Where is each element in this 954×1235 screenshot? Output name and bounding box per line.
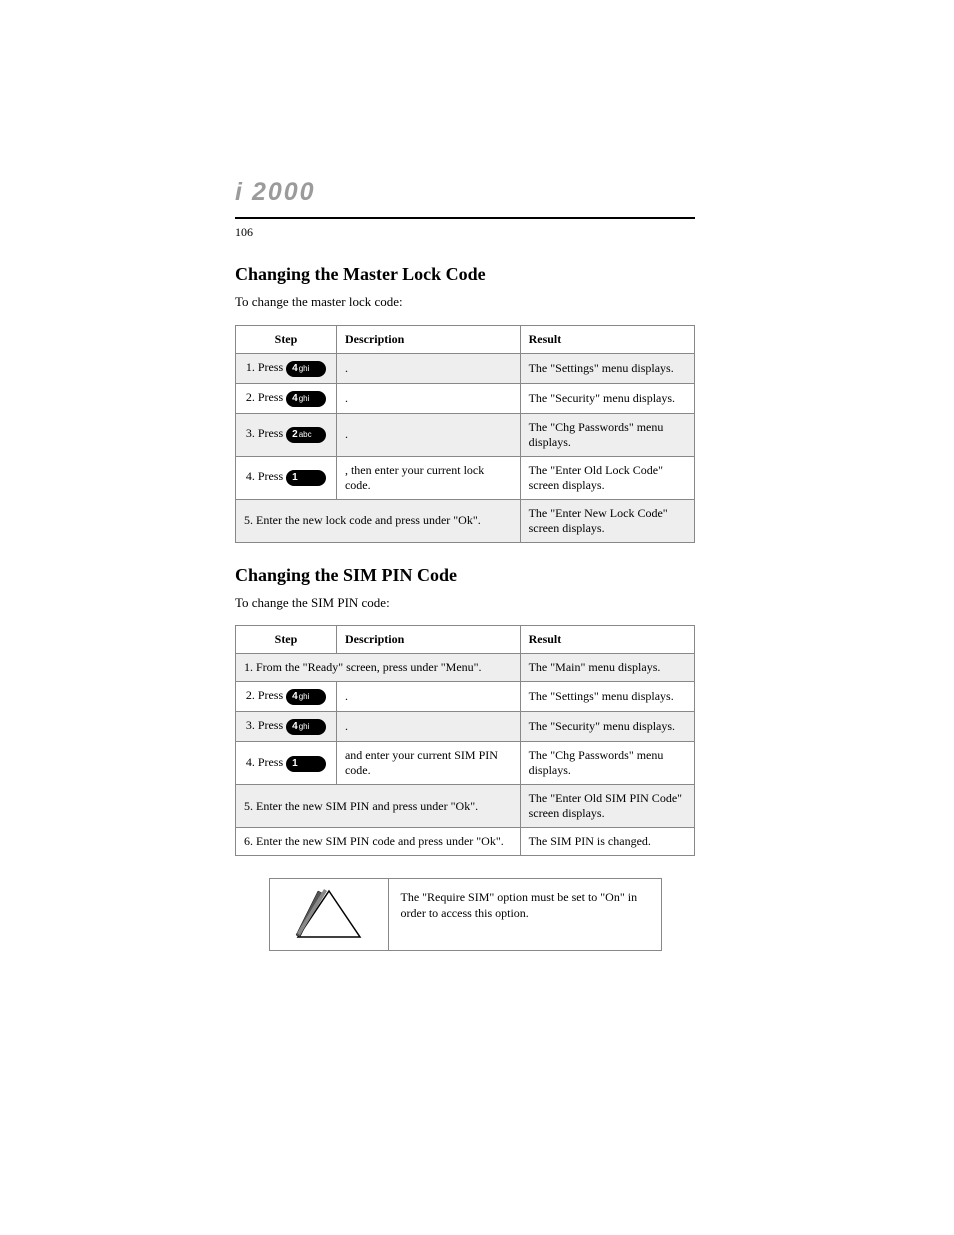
desc-cell: . [336,682,520,712]
step-cell: 1. Press 4ghi [236,353,337,383]
th-step: Step [236,325,337,353]
content-column: i 2000 106 Changing the Master Lock Code… [235,178,695,951]
step-desc-cell: 5. Enter the new lock code and press und… [236,499,521,542]
logo-2000: 2000 [252,178,316,207]
step-desc-cell: 6. Enter the new SIM PIN code and press … [236,828,521,856]
step-cell: 3. Press 2abc [236,413,337,456]
phone-key-icon: 1 [286,756,326,772]
logo-i: i [235,178,242,207]
step-prefix: 3. Press [246,718,286,732]
note-text: The "Require SIM" option must be set to … [389,879,661,950]
result-cell: The "Security" menu displays. [520,712,694,742]
desc-cell: . [336,353,520,383]
section2-title: Changing the SIM PIN Code [235,565,695,586]
step-prefix: 2. Press [246,390,286,404]
result-cell: The "Settings" menu displays. [520,682,694,712]
desc-cell: . [336,383,520,413]
note-callout: The "Require SIM" option must be set to … [269,878,662,951]
section2-table: Step Description Result 1. From the "Rea… [235,625,695,856]
table-row: 1. From the "Ready" screen, press under … [236,654,695,682]
table-row: 1. Press 4ghi.The "Settings" menu displa… [236,353,695,383]
phone-key-icon: 4ghi [286,391,326,407]
step-cell: 3. Press 4ghi [236,712,337,742]
result-cell: The "Main" menu displays. [520,654,694,682]
th2-desc: Description [336,626,520,654]
th-desc: Description [336,325,520,353]
step-prefix: 1. Press [246,360,286,374]
phone-key-icon: 2abc [286,427,326,443]
table-row: 4. Press 1 and enter your current SIM PI… [236,742,695,785]
desc-cell: and enter your current SIM PIN code. [336,742,520,785]
th-result: Result [520,325,694,353]
note-icon-cell [270,879,389,950]
phone-key-icon: 1 [286,470,326,486]
table-row: 2. Press 4ghi.The "Security" menu displa… [236,383,695,413]
table-row: 3. Press 2abc.The "Chg Passwords" menu d… [236,413,695,456]
result-cell: The "Enter Old Lock Code" screen display… [520,456,694,499]
phone-key-icon: 4ghi [286,361,326,377]
step-prefix: 4. Press [246,469,286,483]
phone-key-icon: 4ghi [286,719,326,735]
desc-cell: . [336,413,520,456]
table-row: 5. Enter the new lock code and press und… [236,499,695,542]
step-cell: 2. Press 4ghi [236,682,337,712]
page-number: 106 [235,225,695,240]
th2-result: Result [520,626,694,654]
section1-table: Step Description Result 1. Press 4ghi.Th… [235,325,695,543]
section2-intro: To change the SIM PIN code: [235,594,695,612]
phone-key-icon: 4ghi [286,689,326,705]
product-logo: i 2000 [235,178,695,207]
step-cell: 2. Press 4ghi [236,383,337,413]
step-desc-cell: 1. From the "Ready" screen, press under … [236,654,521,682]
step-prefix: 4. Press [246,755,286,769]
result-cell: The "Enter New Lock Code" screen display… [520,499,694,542]
section1-tbody: 1. Press 4ghi.The "Settings" menu displa… [236,353,695,542]
step-prefix: 3. Press [246,426,286,440]
header-rule [235,217,695,219]
result-cell: The "Enter Old SIM PIN Code" screen disp… [520,785,694,828]
th2-step: Step [236,626,337,654]
section1-title: Changing the Master Lock Code [235,264,695,285]
result-cell: The "Chg Passwords" menu displays. [520,742,694,785]
page: i 2000 106 Changing the Master Lock Code… [0,0,954,1235]
result-cell: The SIM PIN is changed. [520,828,694,856]
step-cell: 4. Press 1 [236,456,337,499]
step-desc-cell: 5. Enter the new SIM PIN and press under… [236,785,521,828]
result-cell: The "Security" menu displays. [520,383,694,413]
table-row: 6. Enter the new SIM PIN code and press … [236,828,695,856]
table-row: 2. Press 4ghi.The "Settings" menu displa… [236,682,695,712]
result-cell: The "Settings" menu displays. [520,353,694,383]
table-row: 3. Press 4ghi.The "Security" menu displa… [236,712,695,742]
desc-cell: . [336,712,520,742]
section1-intro: To change the master lock code: [235,293,695,311]
desc-cell: , then enter your current lock code. [336,456,520,499]
step-cell: 4. Press 1 [236,742,337,785]
step-prefix: 2. Press [246,688,286,702]
result-cell: The "Chg Passwords" menu displays. [520,413,694,456]
table-row: 4. Press 1, then enter your current lock… [236,456,695,499]
section2-tbody: 1. From the "Ready" screen, press under … [236,654,695,856]
table-row: 5. Enter the new SIM PIN and press under… [236,785,695,828]
triangle-icon [294,887,364,942]
